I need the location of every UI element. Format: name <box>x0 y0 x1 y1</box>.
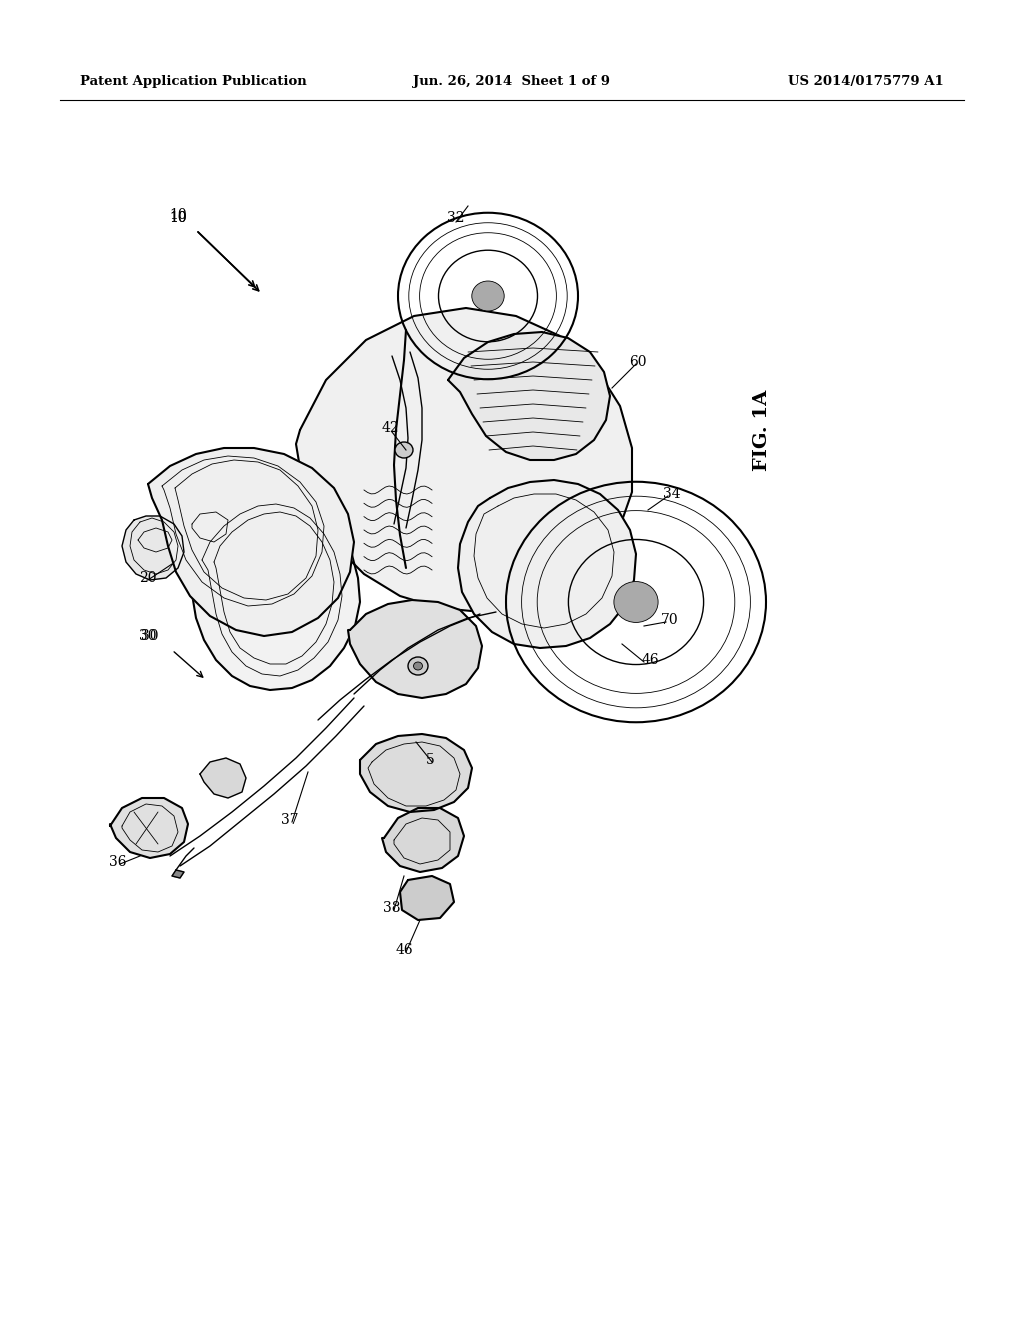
Polygon shape <box>122 516 184 579</box>
Polygon shape <box>449 333 610 459</box>
Text: Jun. 26, 2014  Sheet 1 of 9: Jun. 26, 2014 Sheet 1 of 9 <box>414 75 610 88</box>
Text: 34: 34 <box>664 487 681 502</box>
Polygon shape <box>172 870 184 878</box>
Text: 46: 46 <box>641 653 658 667</box>
Text: 10: 10 <box>169 211 186 224</box>
Polygon shape <box>296 308 632 612</box>
Ellipse shape <box>408 657 428 675</box>
Text: Patent Application Publication: Patent Application Publication <box>80 75 307 88</box>
Polygon shape <box>148 447 354 636</box>
Text: 10: 10 <box>169 211 186 224</box>
Text: US 2014/0175779 A1: US 2014/0175779 A1 <box>788 75 944 88</box>
Text: 38: 38 <box>383 902 400 915</box>
Polygon shape <box>400 876 454 920</box>
Text: 5: 5 <box>426 752 434 767</box>
Polygon shape <box>360 734 472 812</box>
Polygon shape <box>348 601 482 698</box>
Ellipse shape <box>472 281 504 312</box>
Text: 30: 30 <box>141 630 159 643</box>
Text: 46: 46 <box>395 942 413 957</box>
Text: 70: 70 <box>662 612 679 627</box>
Polygon shape <box>200 758 246 799</box>
Polygon shape <box>458 480 636 648</box>
Ellipse shape <box>414 663 423 671</box>
Text: 32: 32 <box>447 211 465 224</box>
Text: 60: 60 <box>630 355 647 370</box>
Polygon shape <box>382 808 464 873</box>
Text: 30: 30 <box>139 630 157 643</box>
Ellipse shape <box>395 442 413 458</box>
Text: 37: 37 <box>282 813 299 828</box>
Polygon shape <box>190 492 360 690</box>
Text: 20: 20 <box>139 572 157 585</box>
Ellipse shape <box>614 582 658 623</box>
Text: 10: 10 <box>169 209 186 222</box>
Polygon shape <box>110 799 188 858</box>
Text: 42: 42 <box>381 421 398 436</box>
Text: FIG. 1A: FIG. 1A <box>753 389 771 471</box>
Text: 36: 36 <box>110 855 127 869</box>
